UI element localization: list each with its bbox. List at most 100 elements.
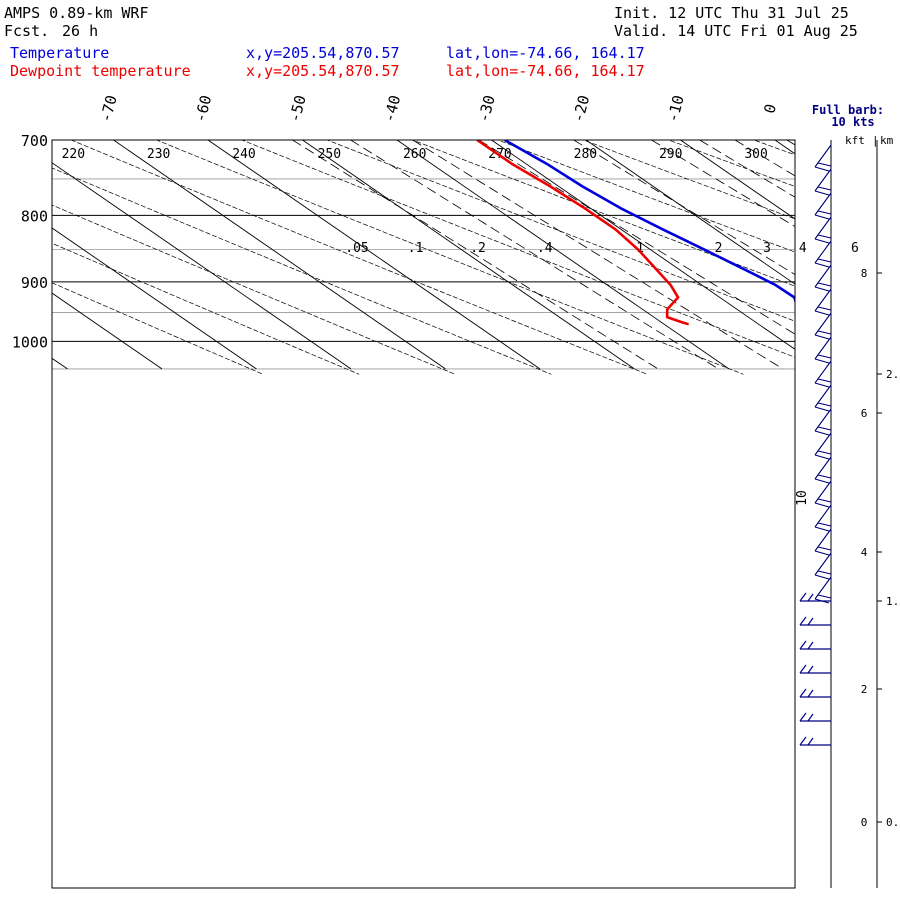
mixing-ratio-line: [855, 140, 900, 369]
km-label: 0.: [886, 816, 899, 829]
barb-flag: [799, 616, 807, 626]
barb-flag: [817, 522, 832, 527]
temperature-label: -10: [663, 93, 687, 124]
barb-staff: [814, 144, 832, 168]
km-label: 1.: [886, 595, 899, 608]
wind-barb: [799, 688, 831, 698]
temperature-legend-latlon: lat,lon=-74.66, 164.17: [446, 44, 645, 62]
theta-label: 250: [318, 147, 341, 162]
isotherm-line: [52, 162, 352, 370]
barb-flag: [817, 258, 832, 263]
temperature-legend-location: x,y=205.54,870.57: [246, 44, 400, 62]
mixing-ratio-line: [573, 140, 795, 276]
barb-flag: [814, 574, 830, 580]
model-title: AMPS 0.89-km WRF: [4, 4, 149, 22]
barb-flag: [817, 546, 832, 551]
temperature-label: -20: [569, 93, 593, 124]
dry-adiabat-line: [241, 140, 795, 358]
barb-staff: [814, 168, 832, 192]
barb-staff: [814, 552, 832, 576]
barb-staff: [814, 312, 832, 336]
barb-flag: [814, 214, 830, 220]
wind-barb: [814, 480, 832, 508]
theta-label: 260: [403, 147, 426, 162]
barb-flag: [814, 286, 830, 292]
barb-staff: [814, 384, 832, 408]
wind-barb: [814, 432, 832, 460]
barb-staff: [814, 528, 832, 552]
barb-staff: [814, 216, 832, 240]
forecast-hours: 26 h: [62, 22, 99, 40]
valid-time: Valid. 14 UTC Fri 01 Aug 25: [614, 22, 858, 40]
dewpoint-legend-location: x,y=205.54,870.57: [246, 62, 400, 80]
barb-staff: [814, 456, 832, 480]
barb-flag: [814, 310, 830, 316]
barb-staff: [814, 240, 832, 264]
dry-adiabat-line: [326, 140, 795, 322]
barb-flag: [814, 478, 830, 484]
mixing-ratio-label: .1: [408, 241, 424, 256]
temperature-label: -30: [474, 93, 498, 124]
temperature-label: -50: [285, 93, 309, 124]
wind-legend-value: 10 kts: [831, 115, 874, 129]
barb-staff: [814, 336, 832, 360]
barb-flag: [814, 238, 830, 244]
mixing-ratio-label: 4: [799, 241, 807, 256]
isotherm-line: [52, 227, 257, 370]
dewpoint-legend-latlon: lat,lon=-74.66, 164.17: [446, 62, 645, 80]
barb-flag: [817, 594, 832, 599]
barb-flag: [799, 688, 807, 698]
mixing-ratio-line: [651, 140, 795, 228]
wind-barb: [814, 336, 832, 364]
wind-barb: [814, 168, 832, 196]
theta-label: 290: [659, 147, 682, 162]
barb-flag: [817, 282, 832, 287]
barb-flag: [799, 736, 807, 746]
barb-flag: [817, 186, 832, 191]
dewpoint-profile-line: [476, 140, 689, 326]
wind-barb: [799, 592, 831, 602]
barb-flag: [807, 617, 814, 626]
wind-barb: [799, 640, 831, 650]
plot-frame: [51, 139, 796, 889]
barb-staff: [814, 480, 832, 504]
barb-flag: [814, 406, 830, 412]
wind-barb: [814, 528, 832, 556]
dry-adiabat-line: [794, 124, 900, 375]
temperature-label: 0: [760, 102, 780, 115]
init-time: Init. 12 UTC Thu 31 Jul 25: [614, 4, 849, 22]
mixing-ratio-line: [478, 140, 795, 335]
barb-flag: [814, 502, 830, 508]
theta-label: 300: [744, 147, 767, 162]
sounding-profiles: [476, 140, 795, 326]
theta-label: 220: [62, 147, 85, 162]
barb-flag: [817, 378, 832, 383]
forecast-label: Fcst.: [4, 22, 50, 40]
mixing-ratio-line: [825, 140, 900, 369]
pressure-label: 1000: [12, 333, 48, 351]
barb-flag: [814, 190, 830, 196]
temperature-label: -70: [96, 93, 120, 124]
mixing-ratio-label: 6: [851, 241, 859, 256]
wind-barb: [814, 264, 832, 292]
barb-flag: [817, 474, 832, 479]
barb-flag: [817, 330, 832, 335]
barb-flag: [814, 334, 830, 340]
dry-adiabat-line: [52, 167, 552, 375]
barb-staff: [814, 288, 832, 312]
mixing-ratio-label: 1: [636, 241, 644, 256]
barb-flag: [814, 166, 830, 172]
wind-barb: [814, 360, 832, 388]
mixing-ratio-label: 2: [715, 241, 723, 256]
wind-barb: [814, 192, 832, 220]
mixing-ratio-label: 3: [763, 241, 771, 256]
barb-staff: [814, 408, 832, 432]
barb-flag: [807, 737, 814, 746]
barb-flag: [817, 354, 832, 359]
wind-barb: [814, 384, 832, 412]
kft-label: 2: [861, 683, 868, 696]
wind-barb: [814, 552, 832, 580]
wind-barb: [799, 664, 831, 674]
dry-adiabat-line: [497, 140, 795, 253]
